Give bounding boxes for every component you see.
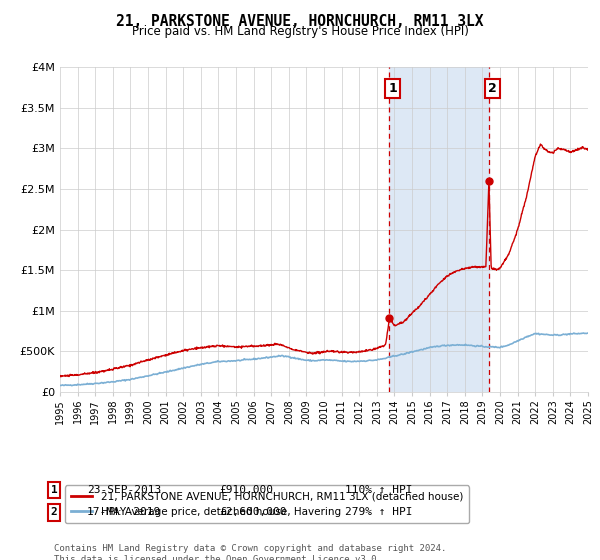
Text: 21, PARKSTONE AVENUE, HORNCHURCH, RM11 3LX: 21, PARKSTONE AVENUE, HORNCHURCH, RM11 3… bbox=[116, 14, 484, 29]
Text: £910,000: £910,000 bbox=[219, 485, 273, 495]
Text: 1: 1 bbox=[50, 485, 58, 495]
Text: £2,600,000: £2,600,000 bbox=[219, 507, 287, 517]
Text: 110% ↑ HPI: 110% ↑ HPI bbox=[345, 485, 413, 495]
Text: 2: 2 bbox=[488, 82, 497, 95]
Legend: 21, PARKSTONE AVENUE, HORNCHURCH, RM11 3LX (detached house), HPI: Average price,: 21, PARKSTONE AVENUE, HORNCHURCH, RM11 3… bbox=[65, 486, 469, 523]
Text: Contains HM Land Registry data © Crown copyright and database right 2024.
This d: Contains HM Land Registry data © Crown c… bbox=[54, 544, 446, 560]
Text: Price paid vs. HM Land Registry's House Price Index (HPI): Price paid vs. HM Land Registry's House … bbox=[131, 25, 469, 38]
Text: 23-SEP-2013: 23-SEP-2013 bbox=[87, 485, 161, 495]
Text: 17-MAY-2019: 17-MAY-2019 bbox=[87, 507, 161, 517]
Text: 2: 2 bbox=[50, 507, 58, 517]
Text: 1: 1 bbox=[389, 82, 397, 95]
Bar bbox=[389, 67, 489, 392]
Text: 279% ↑ HPI: 279% ↑ HPI bbox=[345, 507, 413, 517]
